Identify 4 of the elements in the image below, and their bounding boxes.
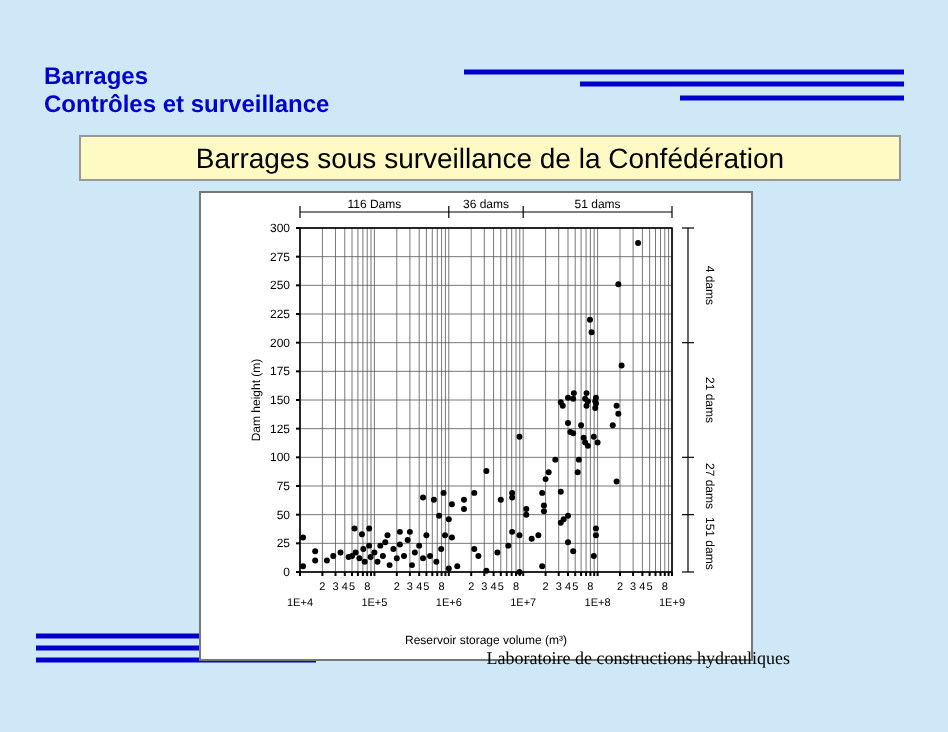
chart-title: Barrages sous surveillance de la Confédération bbox=[195, 142, 785, 174]
text: Laboratoire de constructions hydrauliques bbox=[486, 648, 791, 668]
text: Barrages bbox=[44, 62, 149, 90]
text: Contrôles et surveillance bbox=[44, 90, 331, 118]
